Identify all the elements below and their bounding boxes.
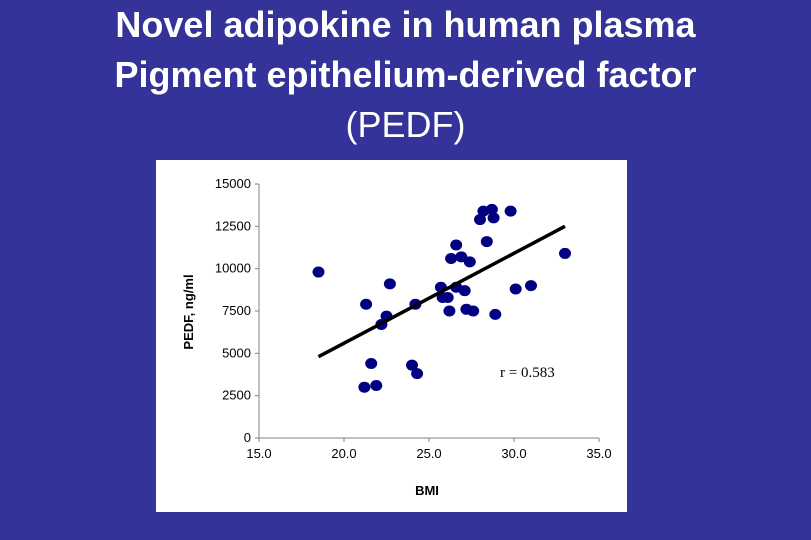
data-point [365, 357, 378, 369]
y-tick-label: 10000 [215, 261, 251, 276]
data-point [312, 266, 325, 278]
data-point [480, 236, 493, 248]
y-tick-label: 15000 [215, 176, 251, 191]
x-axis-title: BMI [415, 483, 439, 498]
data-point [443, 305, 456, 317]
data-point [467, 305, 480, 317]
data-point [509, 283, 522, 295]
data-point [504, 205, 517, 217]
data-point [370, 380, 383, 392]
data-point [360, 298, 373, 310]
y-axis-ticks: 0 2500 5000 7500 10000 12500 15000 [215, 176, 259, 445]
data-point [411, 368, 424, 380]
data-point [458, 285, 471, 297]
data-point [450, 239, 463, 251]
x-tick-label: 15.0 [246, 446, 271, 461]
x-tick-label: 35.0 [586, 446, 611, 461]
data-point [489, 308, 502, 320]
data-point [487, 212, 500, 224]
data-point [445, 253, 458, 265]
x-tick-label: 30.0 [501, 446, 526, 461]
trendline [317, 224, 566, 359]
data-point [525, 280, 537, 292]
data-point [463, 256, 476, 268]
title-line-3: (PEDF) [345, 104, 466, 145]
title-line-2: Pigment epithelium-derived factor [114, 54, 697, 95]
y-tick-label: 2500 [222, 388, 251, 403]
title-line-1: Novel adipokine in human plasma [115, 4, 696, 45]
data-point [406, 359, 418, 371]
data-point [474, 214, 486, 226]
slide-title: Novel adipokine in human plasma Pigment … [0, 0, 811, 150]
y-tick-label: 0 [244, 430, 251, 445]
data-points [312, 203, 571, 393]
y-axis-title: PEDF, ng/ml [181, 274, 196, 349]
data-point [358, 381, 371, 393]
data-point [559, 247, 571, 259]
data-point [441, 291, 454, 303]
y-tick-label: 7500 [222, 303, 251, 318]
x-tick-label: 25.0 [416, 446, 441, 461]
correlation-annotation: r = 0.583 [500, 365, 555, 381]
x-axis-ticks: 15.0 20.0 25.0 30.0 35.0 [246, 438, 612, 461]
y-tick-label: 5000 [222, 345, 251, 360]
data-point [455, 251, 468, 263]
data-point [485, 203, 498, 215]
x-tick-label: 20.0 [331, 446, 356, 461]
chart-panel: 0 2500 5000 7500 10000 12500 15000 15.0 20.0 25.… [156, 160, 627, 512]
y-tick-label: 12500 [215, 218, 251, 233]
data-point [383, 278, 396, 290]
scatter-chart: 0 2500 5000 7500 10000 12500 15000 15.0 20.0 25.… [181, 176, 612, 498]
